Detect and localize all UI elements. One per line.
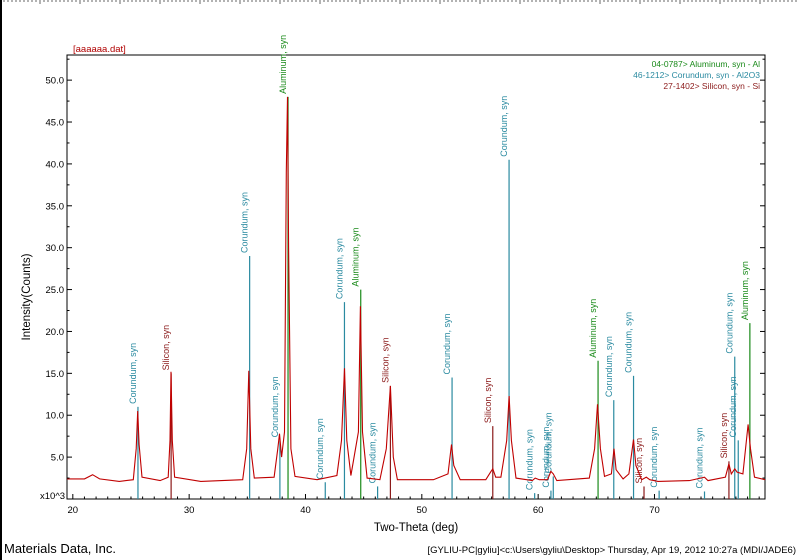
file-label: [aaaaaa.dat] [73, 44, 126, 55]
peak-label-corundum: Corundum, syn [240, 192, 250, 253]
peak-label-aluminum: Aluminum, syn [740, 261, 750, 320]
x-tick-label: 20 [68, 505, 79, 516]
peak-label-corundum: Corundum, syn [499, 96, 509, 157]
peak-label-corundum: Corundum, syn [543, 412, 553, 473]
y-axis-title: Intensity(Counts) [21, 253, 33, 340]
y-tick-label: 15.0 [46, 369, 65, 380]
y-tick-label: 30.0 [46, 243, 65, 254]
peak-label-silicon: Silicon, syn [483, 378, 493, 424]
x-tick-label: 70 [649, 505, 660, 516]
peak-label-corundum: Corundum, syn [624, 312, 634, 373]
peak-label-aluminum: Aluminum, syn [588, 299, 598, 358]
y-tick-label: 25.0 [46, 285, 65, 296]
axes: 20 30 40 50 60 70 5.0 10.0 15.0 20.0 25.0 30.0 35.0 4… [21, 58, 765, 534]
y-tick-label: 20.0 [46, 327, 65, 338]
peak-label-corundum: Corundum, syn [315, 418, 325, 479]
y-tick-label: 50.0 [46, 76, 65, 87]
top-ruler [3, 0, 797, 4]
x-axis-title: Two-Theta (deg) [374, 522, 459, 534]
y-tick-label: 45.0 [46, 118, 65, 129]
status-line: [GYLIU-PC|gyliu]<c:\Users\gyliu\Desktop>… [427, 545, 796, 556]
peak-label-corundum: Corundum, syn [604, 336, 614, 397]
peak-label-silicon: Silicon, syn [719, 413, 729, 459]
diffraction-pattern [67, 96, 766, 482]
peak-label-silicon: Silicon, syn [634, 438, 644, 484]
peak-label-corundum: Corundum, syn [649, 427, 659, 488]
x-tick-label: 40 [300, 505, 311, 516]
y-tick-label: 10.0 [46, 411, 65, 422]
x-tick-label: 30 [184, 505, 195, 516]
window-left-edge [0, 0, 2, 560]
y-tick-label: 5.0 [51, 453, 64, 464]
y-tick-label: 40.0 [46, 159, 65, 170]
peak-label-corundum: Corundum, syn [128, 343, 138, 404]
plot-border [66, 54, 766, 500]
x-tick-label: 50 [417, 505, 428, 516]
legend-entry-silicon: 27-1402> Silicon, syn - Si [663, 81, 760, 91]
pattern-line [67, 96, 766, 482]
peak-label-corundum: Corundum, syn [541, 427, 551, 488]
peak-label-corundum: Corundum, syn [270, 376, 280, 437]
peak-label-corundum: Corundum, syn [725, 293, 735, 354]
peak-label-corundum: Corundum, syn [695, 427, 705, 488]
legend-entry-aluminum: 04-0787> Aluminum, syn - Al [652, 59, 761, 69]
peak-label-corundum: Corundum, syn [368, 422, 378, 483]
legend-entry-corundum: 46-1212> Corundum, syn - Al2O3 [633, 70, 760, 80]
peak-label-aluminum: Aluminum, syn [351, 228, 361, 287]
y-scale-multiplier: x10^3 [40, 491, 66, 502]
y-tick-label: 35.0 [46, 201, 65, 212]
peak-label-corundum: Corundum, syn [442, 313, 452, 374]
peak-label-silicon: Silicon, syn [161, 325, 171, 371]
peak-label-corundum: Corundum, syn [728, 376, 738, 437]
peak-label-silicon: Silicon, syn [380, 337, 390, 383]
peak-label-aluminum: Aluminum, syn [278, 35, 288, 94]
peak-label-corundum: Corundum, syn [525, 429, 535, 490]
x-tick-label: 60 [533, 505, 544, 516]
company-label: Materials Data, Inc. [4, 541, 116, 556]
peak-label-corundum: Corundum, syn [334, 238, 344, 299]
plot-frame [66, 54, 766, 500]
